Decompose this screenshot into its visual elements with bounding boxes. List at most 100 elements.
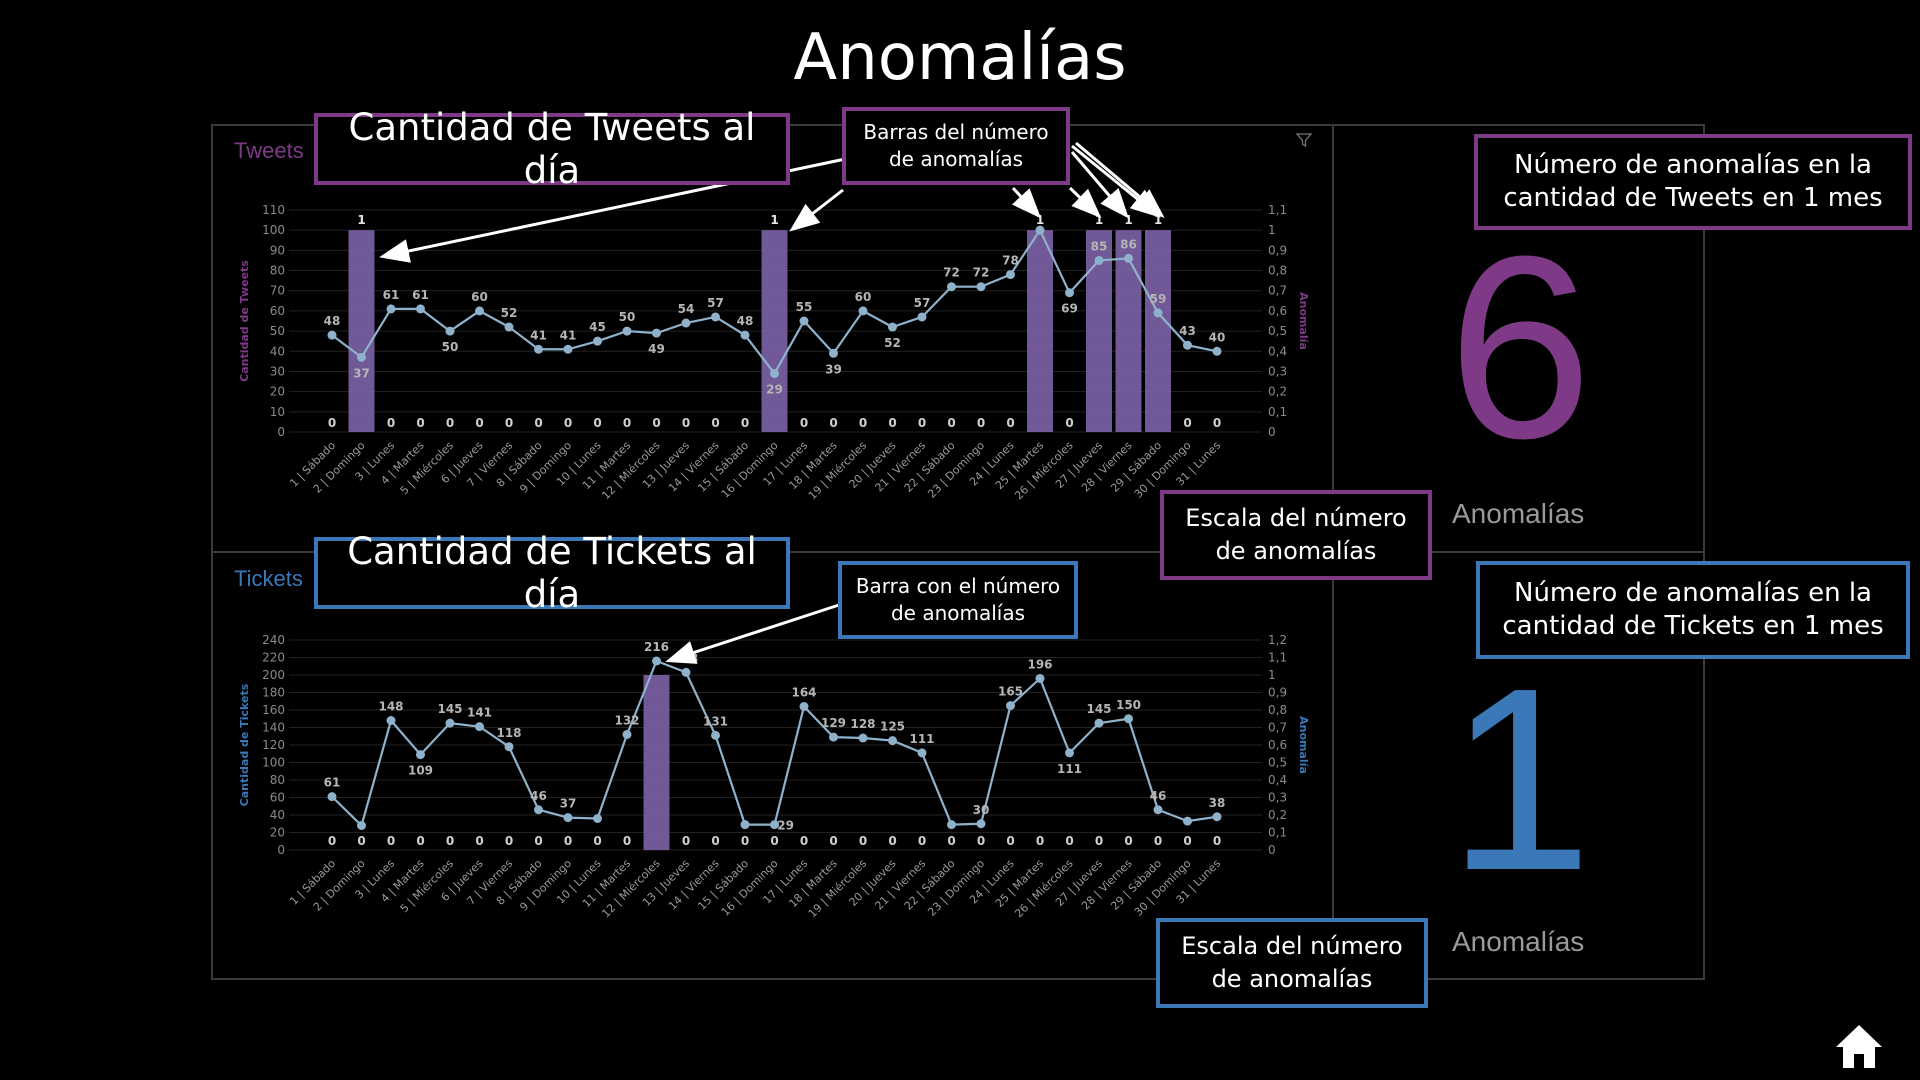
tickets-anomaly-label: Anomalías (1452, 926, 1585, 957)
data-point (1006, 701, 1015, 711)
data-point (534, 344, 543, 354)
bar-zero-label: 0 (918, 416, 926, 430)
series-line (331, 659, 1218, 828)
point-label: 61 (324, 776, 341, 790)
annotation-arrow (1070, 151, 1129, 219)
point-label: 165 (998, 685, 1023, 699)
y-tick-label: 0 (277, 843, 285, 857)
bar-zero-label: 0 (416, 416, 424, 430)
y2-tick-label: 0,1 (1268, 826, 1287, 840)
data-point (504, 322, 514, 332)
callout-tweets-kpi-line1: Número de anomalías en la (1514, 150, 1872, 180)
callout-tweets-scale-line2: de anomalías (1215, 537, 1377, 565)
bar-zero-label: 0 (1065, 416, 1073, 430)
callout-tweets-bars-line1: Barras del número (863, 120, 1049, 144)
anomaly-bar (1115, 230, 1142, 432)
y2-tick-label: 0 (1268, 425, 1276, 439)
bar-zero-label: 0 (623, 834, 631, 848)
point-label: 132 (614, 714, 639, 728)
data-point (416, 750, 425, 760)
data-point (681, 318, 691, 328)
bar-label: 1 (1124, 213, 1132, 227)
y-tick-label: 70 (270, 284, 285, 298)
data-point (475, 306, 484, 316)
data-point (947, 820, 956, 830)
y-tick-label: 110 (262, 203, 285, 217)
point-label: 148 (378, 700, 403, 714)
data-point (652, 328, 661, 338)
point-label: 59 (1150, 292, 1167, 306)
callout-tickets-kpi-line1: Número de anomalías en la (1514, 578, 1872, 608)
point-label: 40 (1209, 330, 1226, 344)
tickets-section-label: Tickets (234, 566, 303, 591)
data-point (563, 344, 573, 354)
data-point (917, 312, 927, 322)
data-point (327, 792, 337, 802)
bar-zero-label: 0 (947, 834, 955, 848)
callout-tweets-title: Cantidad de Tweets al día (314, 106, 790, 192)
anomaly-bar (1027, 230, 1053, 432)
bar-zero-label: 0 (1065, 834, 1073, 848)
y-tick-label: 140 (262, 721, 285, 735)
point-label: 69 (1061, 302, 1078, 316)
data-point (888, 736, 897, 746)
point-label: 43 (1179, 324, 1196, 338)
callout-tickets-bar: Barra con el número de anomalías (838, 561, 1078, 639)
filter-icon[interactable] (1296, 132, 1312, 148)
data-point (799, 702, 809, 711)
bar-zero-label: 0 (711, 416, 719, 430)
callout-tweets-bars: Barras del número de anomalías (842, 107, 1070, 185)
data-point (858, 733, 868, 743)
bar-zero-label: 0 (652, 416, 660, 430)
point-label: 118 (496, 726, 521, 740)
point-label: 41 (530, 328, 547, 342)
data-point (563, 813, 573, 823)
y-tick-label: 20 (270, 826, 285, 840)
point-label: 55 (796, 300, 813, 314)
bar-label: 1 (357, 213, 365, 227)
data-point (858, 306, 868, 316)
bar-zero-label: 0 (1006, 416, 1014, 430)
data-point (622, 730, 632, 739)
bar-zero-label: 0 (328, 416, 336, 430)
bar-zero-label: 0 (1006, 834, 1014, 848)
y-tick-label: 90 (270, 243, 285, 257)
data-point (740, 330, 750, 340)
data-point (593, 336, 602, 346)
y2-tick-label: 0,2 (1268, 808, 1287, 822)
data-point (1153, 308, 1163, 318)
y-axis-label: Cantidad de Tweets (238, 260, 251, 382)
data-point (622, 326, 632, 336)
y2-axis-label: Anomalía (1297, 716, 1310, 774)
point-label: 52 (501, 306, 518, 320)
y-tick-label: 120 (262, 738, 285, 752)
point-label: 48 (324, 314, 341, 328)
point-label: 29 (766, 382, 783, 396)
bar-zero-label: 0 (1154, 834, 1162, 848)
bar-zero-label: 0 (593, 834, 601, 848)
point-label: 145 (437, 702, 462, 716)
data-point (1094, 255, 1104, 265)
data-point (652, 656, 661, 666)
bar-zero-label: 0 (682, 416, 690, 430)
point-label: 196 (1027, 658, 1052, 672)
bar-zero-label: 0 (859, 416, 867, 430)
point-label: 45 (589, 320, 606, 334)
bar-zero-label: 0 (416, 834, 424, 848)
y2-tick-label: 0,9 (1268, 686, 1287, 700)
data-point (445, 718, 455, 728)
home-icon[interactable] (1834, 1022, 1884, 1070)
bar-label: 1 (1036, 213, 1044, 227)
callout-tickets-kpi: Número de anomalías en la cantidad de Ti… (1476, 561, 1910, 659)
callout-tickets-title: Cantidad de Tickets al día (314, 530, 790, 616)
bar-zero-label: 0 (888, 834, 896, 848)
point-label: 72 (943, 266, 960, 280)
bar-zero-label: 0 (888, 416, 896, 430)
data-point (799, 316, 809, 326)
y-tick-label: 80 (270, 773, 285, 787)
bar-zero-label: 0 (475, 834, 483, 848)
data-point (1183, 816, 1192, 826)
bar-zero-label: 0 (446, 834, 454, 848)
data-point (445, 326, 455, 336)
point-label: 78 (1002, 254, 1019, 268)
